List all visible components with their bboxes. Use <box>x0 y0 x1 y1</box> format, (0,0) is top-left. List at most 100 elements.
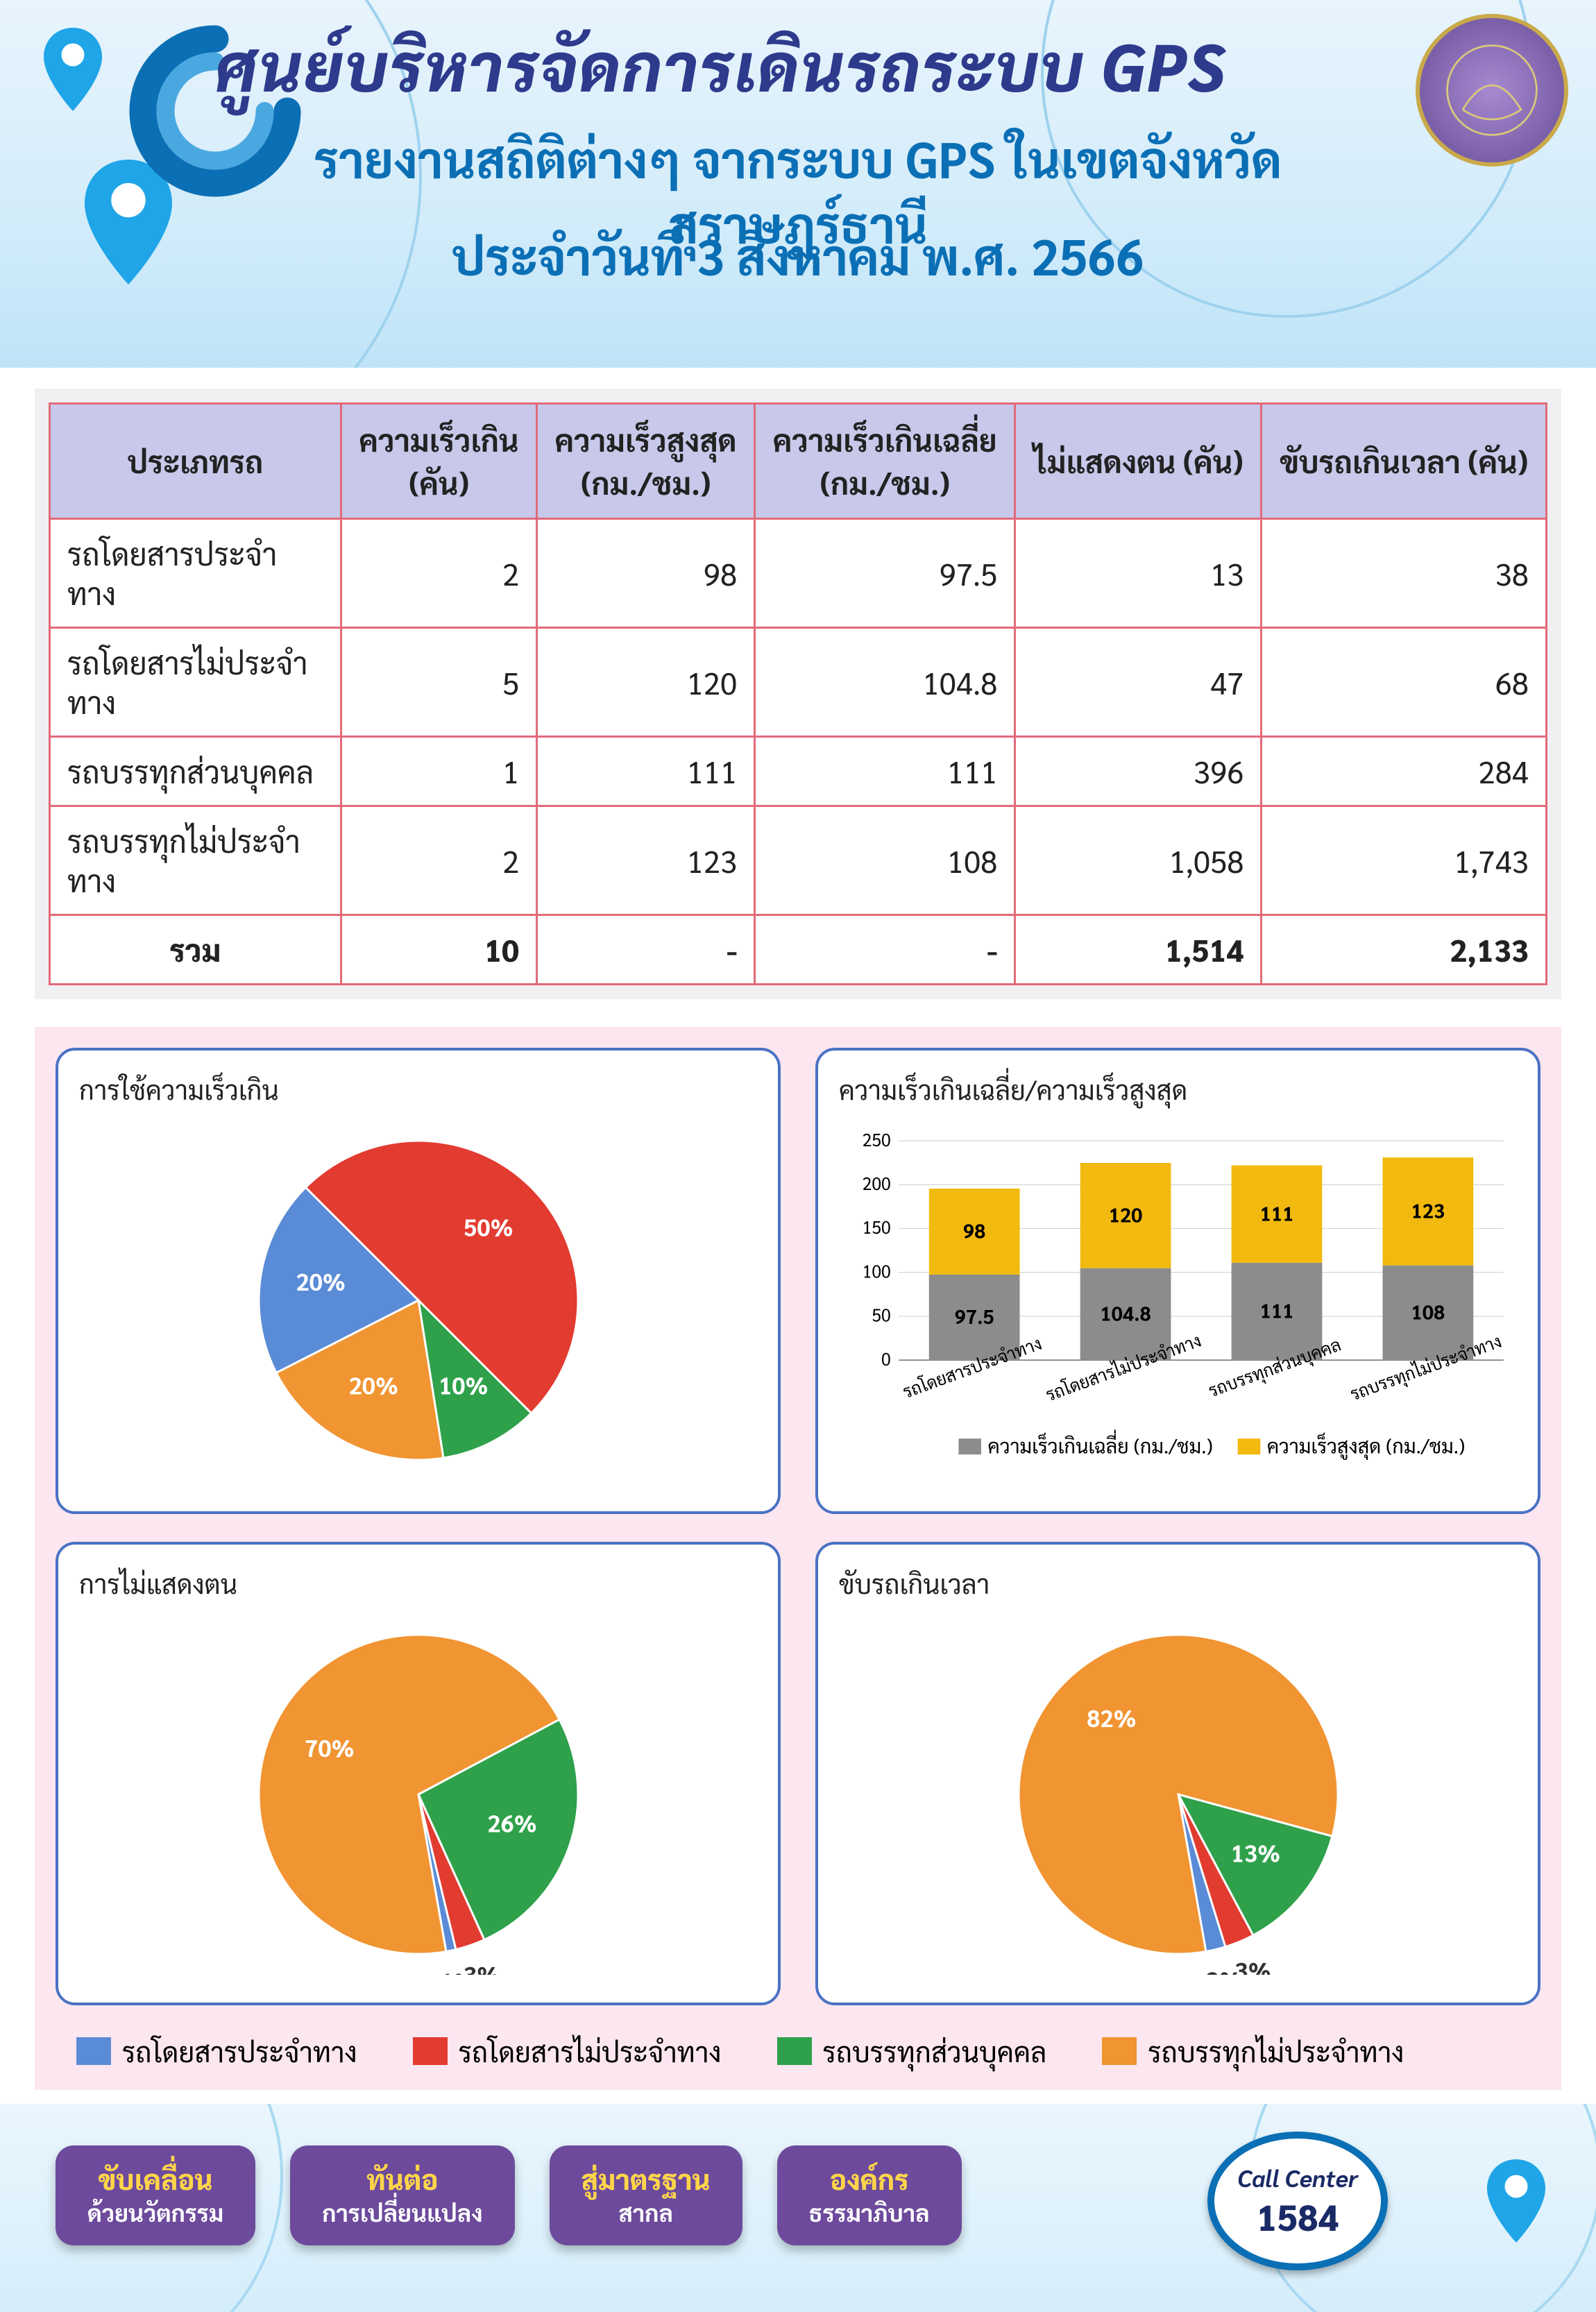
table-header: ความเร็วเกินเฉลี่ย(กม./ชม.) <box>755 404 1015 519</box>
table-row: รถโดยสารไม่ประจำทาง5120104.84768 <box>50 628 1547 737</box>
table-cell-value: 108 <box>755 806 1015 915</box>
table-cell-value: 2 <box>341 519 537 628</box>
pie-slice-label: 3% <box>1234 1955 1271 1975</box>
stats-table-wrap: ประเภทรถความเร็วเกิน(คัน)ความเร็วสูงสุด(… <box>35 389 1561 999</box>
map-pin-icon <box>1485 2159 1547 2243</box>
bar-legend-label: ความเร็วสูงสุด (กม./ชม.) <box>1267 1431 1465 1460</box>
charts-area: การใช้ความเร็วเกิน 50%10%20%20% ความเร็ว… <box>35 1027 1561 2090</box>
table-header: ประเภทรถ <box>50 404 341 519</box>
bar-value-avg: 97.5 <box>955 1302 994 1329</box>
table-cell-value: 13 <box>1015 519 1262 628</box>
bar-ytick: 50 <box>872 1303 890 1326</box>
table-cell-value: 47 <box>1015 628 1262 737</box>
pill-line2: สากล <box>581 2197 711 2227</box>
table-row: รถบรรทุกไม่ประจำทาง21231081,0581,743 <box>50 806 1547 915</box>
call-center-badge: Call Center 1584 <box>1207 2132 1388 2270</box>
bar-ytick: 250 <box>863 1128 891 1150</box>
legend-swatch <box>413 2037 448 2065</box>
table-cell-total: 10 <box>341 915 537 985</box>
header-date: ประจำวันที่ 3 สิงหาคม พ.ศ. 2566 <box>194 222 1402 287</box>
chart-card-noshow-pie: การไม่แสดงตน 1%3%26%70% <box>56 1542 781 2005</box>
table-cell-value: 98 <box>537 519 755 628</box>
call-center-number: 1584 <box>1257 2193 1339 2240</box>
chart-title: ขับรถเกินเวลา <box>839 1565 1517 1600</box>
legend-label: รถบรรทุกส่วนบุคคล <box>823 2033 1047 2069</box>
table-header: ขับรถเกินเวลา (คัน) <box>1262 404 1547 519</box>
legend-item: รถบรรทุกไม่ประจำทาง <box>1102 2033 1404 2069</box>
pill-line1: สู่มาตรฐาน <box>581 2161 711 2197</box>
pill-line1: ขับเคลื่อน <box>87 2161 223 2197</box>
bar-value-avg: 108 <box>1411 1298 1445 1325</box>
legend-item: รถโดยสารไม่ประจำทาง <box>413 2033 722 2069</box>
bar-legend-label: ความเร็วเกินเฉลี่ย (กม./ชม.) <box>988 1428 1213 1458</box>
pie-slice-label: 20% <box>348 1370 398 1400</box>
pill-line2: ด้วยนวัตกรรม <box>87 2197 223 2227</box>
table-cell-label: รถโดยสารไม่ประจำทาง <box>50 628 341 737</box>
chart-card-overtime-pie: ขับรถเกินเวลา 2%3%13%82% <box>815 1542 1540 2005</box>
table-cell-value: 38 <box>1262 519 1547 628</box>
footer-pill: ขับเคลื่อนด้วยนวัตกรรม <box>56 2145 255 2245</box>
legend-item: รถบรรทุกส่วนบุคคล <box>777 2033 1047 2069</box>
map-pin-icon <box>42 28 104 111</box>
pill-line2: การเปลี่ยนแปลง <box>322 2197 482 2227</box>
legend-swatch <box>777 2037 812 2065</box>
series-legend: รถโดยสารประจำทาง รถโดยสารไม่ประจำทาง รถบรร… <box>76 2033 1540 2069</box>
pie-slice-label: 20% <box>296 1266 345 1296</box>
legend-label: รถโดยสารไม่ประจำทาง <box>459 2033 722 2069</box>
table-cell-value: 68 <box>1262 628 1547 737</box>
table-header: ความเร็วสูงสุด(กม./ชม.) <box>537 404 755 519</box>
footer-pill: องค์กรธรรมาภิบาล <box>777 2145 962 2245</box>
legend-label: รถโดยสารประจำทาง <box>122 2033 357 2069</box>
table-row-total: รวม10--1,5142,133 <box>50 915 1547 985</box>
legend-swatch <box>76 2037 111 2065</box>
table-cell-total: - <box>755 915 1015 985</box>
pie-slice-label: 10% <box>439 1370 488 1400</box>
pill-line2: ธรรมาภิบาล <box>809 2197 930 2227</box>
table-cell-total: 2,133 <box>1262 915 1547 985</box>
table-cell-label: รถบรรทุกส่วนบุคคล <box>50 737 341 806</box>
bar-value-max: 98 <box>963 1217 985 1243</box>
bar-value-max: 120 <box>1109 1201 1143 1227</box>
call-center-label: Call Center <box>1237 2162 1357 2193</box>
table-cell-value: 5 <box>341 628 537 737</box>
bar-value-max: 123 <box>1411 1197 1445 1223</box>
pie-slice-label: 3% <box>464 1959 500 1975</box>
footer-pill: ทันต่อการเปลี่ยนแปลง <box>290 2145 514 2245</box>
legend-item: รถโดยสารประจำทาง <box>76 2033 357 2069</box>
table-header: ความเร็วเกิน(คัน) <box>341 404 537 519</box>
table-cell-label: รถโดยสารประจำทาง <box>50 519 341 628</box>
chart-card-speed-bar: ความเร็วเกินเฉลี่ย/ความเร็วสูงสุด 050100… <box>815 1048 1540 1514</box>
legend-label: รถบรรทุกไม่ประจำทาง <box>1148 2033 1404 2069</box>
table-cell-value: 97.5 <box>755 519 1015 628</box>
table-header: ไม่แสดงตน (คัน) <box>1015 404 1262 519</box>
bar-value-avg: 104.8 <box>1100 1300 1151 1326</box>
chart-title: การใช้ความเร็วเกิน <box>79 1071 757 1106</box>
table-cell-value: 1,743 <box>1262 806 1547 915</box>
table-cell-value: 1,058 <box>1015 806 1262 915</box>
header-title-main: ศูนย์บริหารจัดการเดินรถระบบ GPS <box>215 21 1226 108</box>
table-cell-total: - <box>537 915 755 985</box>
pie-slice-label: 13% <box>1230 1837 1280 1868</box>
footer-banner: ขับเคลื่อนด้วยนวัตกรรม ทันต่อการเปลี่ยนแป… <box>0 2104 1596 2312</box>
table-cell-value: 396 <box>1015 737 1262 806</box>
bar-value-avg: 111 <box>1260 1297 1294 1323</box>
table-cell-value: 111 <box>537 737 755 806</box>
chart-title: การไม่แสดงตน <box>79 1565 757 1600</box>
table-cell-value: 123 <box>537 806 755 915</box>
chart-card-speed-pie: การใช้ความเร็วเกิน 50%10%20%20% <box>56 1048 781 1514</box>
footer-pill: สู่มาตรฐานสากล <box>550 2145 742 2245</box>
bar-value-max: 111 <box>1260 1199 1294 1225</box>
table-cell-value: 1 <box>341 737 537 806</box>
table-cell-value: 111 <box>755 737 1015 806</box>
pill-line1: ทันต่อ <box>322 2161 482 2197</box>
pie-slice-label: 70% <box>305 1732 354 1762</box>
department-seal-icon <box>1416 14 1568 167</box>
bar-ytick: 200 <box>863 1171 891 1194</box>
stats-table: ประเภทรถความเร็วเกิน(คัน)ความเร็วสูงสุด(… <box>49 402 1547 985</box>
pie-slice-label: 26% <box>487 1808 536 1838</box>
pill-line1: องค์กร <box>809 2161 930 2197</box>
legend-swatch <box>1102 2037 1137 2065</box>
chart-title: ความเร็วเกินเฉลี่ย/ความเร็วสูงสุด <box>839 1071 1517 1106</box>
header-banner: ศูนย์บริหารจัดการเดินรถระบบ GPS รายงานสถ… <box>0 0 1596 368</box>
table-row: รถบรรทุกส่วนบุคคล1111111396284 <box>50 737 1547 806</box>
